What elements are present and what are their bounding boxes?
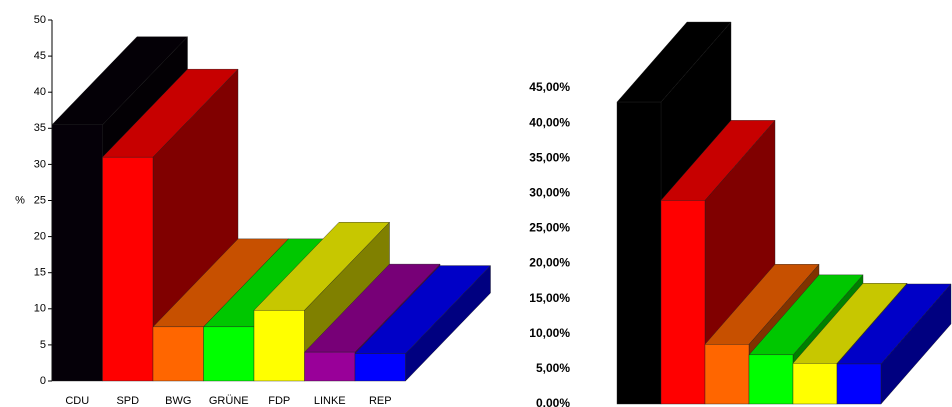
y-tick-label: 20	[34, 231, 46, 243]
bar	[354, 353, 406, 382]
y-tick-label: 10	[34, 303, 46, 315]
bar	[152, 326, 204, 382]
y-tick-label: 30	[34, 158, 46, 170]
y-tick-label: 40,00%	[529, 115, 570, 129]
y-tick-label: 25,00%	[529, 221, 570, 235]
bar	[304, 351, 356, 382]
y-tick-label: 35	[34, 122, 46, 134]
x-tick-label: FDP	[268, 395, 290, 407]
y-tick-label: 15,00%	[529, 291, 570, 305]
bar	[704, 344, 750, 405]
y-tick-label: 0	[40, 375, 46, 387]
x-tick-label: LINKE	[314, 395, 346, 407]
bar	[836, 363, 882, 405]
chart: 0,00% 5,00% 10,00% 15,00% 20,00% 25,00% 30,00%…	[529, 21, 952, 407]
y-axis-label: %	[15, 194, 25, 206]
x-tick-label: CDU	[65, 395, 89, 407]
x-tick-label: REP	[369, 395, 392, 407]
x-tick-label: SPD	[116, 395, 139, 407]
y-tick-label: 15	[34, 267, 46, 279]
y-tick-label: 5	[40, 339, 46, 351]
y-tick-label: 25	[34, 194, 46, 206]
bar	[203, 326, 255, 382]
y-tick-label: 45	[34, 50, 46, 62]
bar	[616, 101, 662, 405]
bar	[792, 363, 838, 405]
bar	[102, 156, 154, 382]
y-tick-label: 30,00%	[529, 186, 570, 200]
bar	[253, 310, 305, 382]
y-tick-label: 35,00%	[529, 150, 570, 164]
y-tick-label: 45,00%	[529, 80, 570, 94]
y-tick-label: 5,00%	[536, 361, 570, 375]
y-tick-label: 20,00%	[529, 256, 570, 270]
chart: 0 5 10 15 20 25 30 35 40 45 50% CDU SPD BWG GRÜNE FDP LI…	[15, 14, 491, 407]
y-tick-label: 0,00%	[536, 396, 570, 407]
x-tick-label: BWG	[165, 395, 191, 407]
bar	[51, 124, 103, 382]
y-tick-label: 10,00%	[529, 326, 570, 340]
bar	[660, 200, 706, 405]
x-tick-label: GRÜNE	[209, 395, 249, 407]
bar	[748, 354, 794, 405]
y-tick-label: 50	[34, 14, 46, 26]
y-tick-label: 40	[34, 86, 46, 98]
